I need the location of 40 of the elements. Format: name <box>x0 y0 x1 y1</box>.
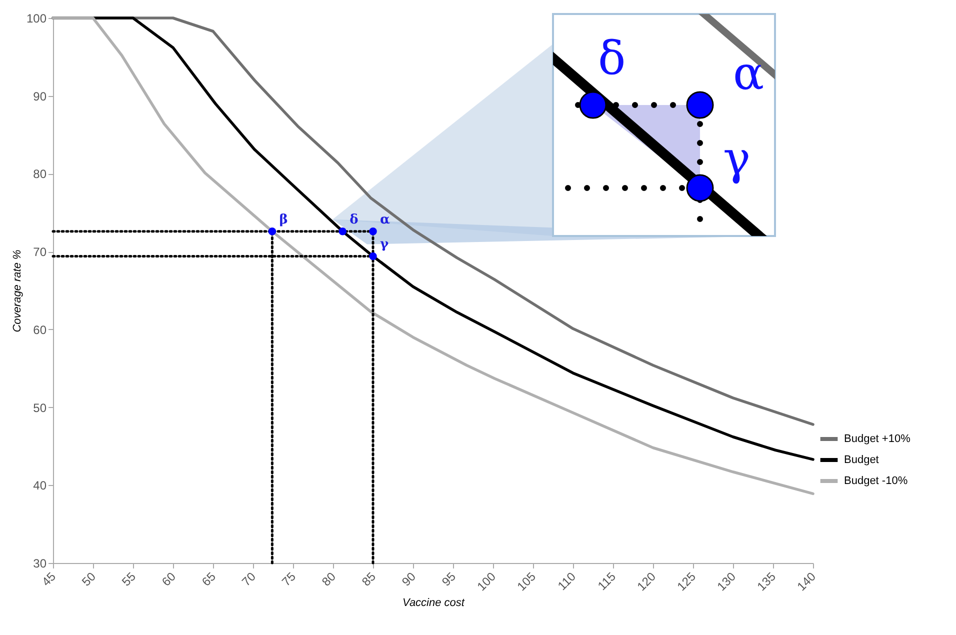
y-tick-label: 90 <box>33 89 47 104</box>
x-tick-label: 110 <box>555 569 579 593</box>
x-tick-label: 100 <box>474 569 499 594</box>
x-tick-label: 125 <box>674 569 699 594</box>
y-tick-label: 80 <box>33 167 47 182</box>
x-tick-label: 135 <box>754 569 779 594</box>
y-tick-label: 100 <box>26 12 47 26</box>
x-tick-label: 45 <box>39 569 59 589</box>
x-tick-label: 80 <box>319 569 339 589</box>
y-axis-title: Coverage rate % <box>11 250 24 332</box>
legend-label: Budget -10% <box>844 475 908 487</box>
x-tick-label: 60 <box>159 569 179 589</box>
x-tick-label: 140 <box>794 569 819 594</box>
y-tick-label: 60 <box>33 322 47 337</box>
text: α <box>733 46 764 100</box>
x-tick-label: 65 <box>199 569 219 589</box>
x-tick-label: 120 <box>634 569 659 594</box>
legend-label: Budget +10% <box>844 433 911 445</box>
x-tick-label: 85 <box>359 569 379 589</box>
x-tick-label: 70 <box>239 569 259 589</box>
x-tick-label: 95 <box>439 569 459 589</box>
x-tick-label: 50 <box>79 569 99 589</box>
x-tick-label: 90 <box>399 569 419 589</box>
legend-label: Budget <box>844 454 879 466</box>
text: γ <box>723 131 750 185</box>
annotation: γ <box>380 237 389 252</box>
annotation: α <box>380 212 390 228</box>
x-tick-label: 55 <box>119 569 139 589</box>
annotation: β <box>279 212 288 228</box>
annotation: δ <box>350 212 359 228</box>
text: δ <box>598 31 626 85</box>
x-tick-label: 105 <box>514 569 539 594</box>
x-tick-label: 75 <box>279 569 299 589</box>
x-axis-title: Vaccine cost <box>402 596 466 609</box>
y-tick-label: 70 <box>33 245 47 260</box>
y-tick-label: 50 <box>33 400 47 415</box>
x-tick-label: 115 <box>595 569 619 593</box>
y-tick-label: 30 <box>33 556 47 570</box>
y-tick-label: 40 <box>33 478 47 493</box>
x-tick-label: 130 <box>714 569 739 594</box>
